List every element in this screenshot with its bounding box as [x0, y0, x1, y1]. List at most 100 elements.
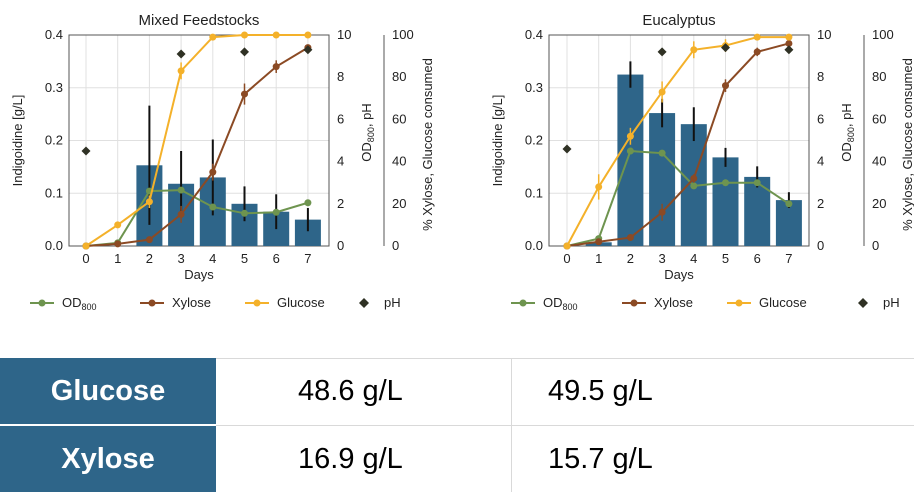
- glucose-point: [145, 198, 153, 206]
- legend-label-main: Glucose: [277, 295, 325, 310]
- od800-point: [722, 179, 729, 187]
- cell-glucose-mixed: 48.6 g/L: [298, 374, 403, 407]
- y2-axis-label: OD800, pH: [359, 103, 376, 161]
- y2-axis-label-tail: , pH: [839, 103, 854, 127]
- legend-label-main: pH: [883, 295, 900, 310]
- ph-point: [784, 45, 794, 55]
- y2-tick-label: 4: [337, 154, 344, 169]
- ph-point: [562, 144, 572, 154]
- y2-axis-label: OD800, pH: [839, 103, 856, 161]
- xylose-point: [114, 240, 122, 248]
- y2-tick-label: 10: [817, 27, 831, 42]
- y3-tick-label: 40: [392, 154, 406, 169]
- legend-marker: [253, 299, 261, 307]
- xylose-point: [209, 168, 217, 176]
- legend-label-main: Xylose: [172, 295, 211, 310]
- od800-point: [272, 208, 280, 216]
- x-tick-label: 6: [273, 251, 280, 266]
- legend-label: Xylose: [172, 295, 211, 310]
- xylose-point: [658, 208, 666, 216]
- row-header-xylose: Xylose: [0, 426, 216, 492]
- xylose-point: [753, 48, 761, 56]
- y-tick-label: 0.4: [45, 27, 63, 42]
- ph-point: [303, 45, 313, 55]
- y2-axis-label-sub: 800: [366, 127, 376, 142]
- y3-tick-label: 0: [872, 238, 879, 253]
- od800-point: [753, 179, 761, 187]
- glucose-line: [85, 34, 308, 247]
- glucose-line: [566, 36, 789, 247]
- y3-tick-label: 40: [872, 154, 886, 169]
- xylose-line: [566, 42, 790, 247]
- y2-axis-label-main: OD: [839, 142, 854, 162]
- legend-label: OD800: [543, 295, 578, 312]
- indigoidine-bar: [649, 113, 676, 246]
- y-tick-label: 0.2: [525, 133, 543, 148]
- cell-glucose-eucalyptus: 49.5 g/L: [548, 374, 653, 407]
- x-tick-label: 0: [563, 251, 570, 266]
- glucose-point: [177, 67, 185, 75]
- od800-line: [566, 150, 790, 247]
- glucose-point: [209, 33, 217, 41]
- x-tick-label: 6: [754, 251, 761, 266]
- od800-point: [690, 182, 698, 190]
- od800-point: [785, 200, 793, 208]
- y-axis-label: Indigoidine [g/L]: [10, 95, 25, 187]
- glucose-point: [785, 33, 793, 41]
- od800-point: [209, 203, 217, 211]
- xylose-point: [145, 236, 153, 244]
- legend-marker-ph: [359, 298, 369, 308]
- y3-tick-label: 60: [392, 111, 406, 126]
- od800-point: [304, 199, 312, 207]
- y3-tick-label: 80: [872, 69, 886, 84]
- x-tick-label: 4: [690, 251, 697, 266]
- ph-point: [240, 47, 249, 57]
- x-axis-label: Days: [184, 267, 214, 282]
- glucose-point: [595, 183, 603, 191]
- legend-marker-ph: [858, 298, 868, 308]
- x-tick-label: 7: [785, 251, 792, 266]
- od800-point: [658, 149, 666, 157]
- glucose-point: [563, 242, 571, 250]
- y3-tick-label: 60: [872, 111, 886, 126]
- od800-point: [241, 209, 248, 217]
- legend-marker: [148, 299, 156, 307]
- chart-panel-eucalyptus: Eucalyptus 0 1 2 3 4 5 6 7 Days 0.0 0.1 0.2 0.3 0.4 Ind…: [490, 12, 914, 282]
- legend-label: pH: [883, 295, 900, 310]
- y2-tick-label: 6: [817, 111, 824, 126]
- table-divider: [216, 425, 914, 426]
- ph-point: [176, 49, 186, 59]
- legend-mixed-feedstocks: OD800 Xylose Glucose pH: [30, 295, 401, 312]
- legend-label-main: OD: [543, 295, 563, 310]
- y2-tick-label: 10: [337, 27, 351, 42]
- y2-tick-label: 2: [817, 196, 824, 211]
- y-tick-label: 0.3: [45, 80, 63, 95]
- y2-tick-label: 8: [817, 69, 824, 84]
- y-tick-label: 0.4: [525, 27, 543, 42]
- cell-xylose-mixed: 16.9 g/L: [298, 442, 403, 475]
- glucose-point: [690, 46, 698, 54]
- x-tick-label: 2: [627, 251, 634, 266]
- chart-title: Eucalyptus: [642, 12, 715, 29]
- legend-label-sub: 800: [82, 302, 97, 312]
- y2-tick-label: 0: [817, 238, 824, 253]
- indigoidine-bar: [617, 74, 644, 246]
- x-tick-label: 5: [241, 251, 248, 266]
- legend-label-main: pH: [384, 295, 401, 310]
- glucose-point: [114, 221, 122, 229]
- xylose-point: [177, 210, 185, 218]
- legend-label: pH: [384, 295, 401, 310]
- legend-label: Glucose: [759, 295, 807, 310]
- y3-tick-label: 80: [392, 69, 406, 84]
- y2-axis-label-main: OD: [359, 142, 374, 162]
- y-tick-label: 0.0: [45, 238, 63, 253]
- xylose-point: [690, 174, 698, 182]
- x-tick-label: 0: [82, 251, 89, 266]
- xylose-point: [785, 39, 793, 47]
- table-divider: [216, 358, 914, 359]
- chart-panel-mixed-feedstocks: Mixed Feedstocks 0 1 2 3 4 5 6 7 Days 0.0 0.1 0.2 0.3…: [10, 12, 435, 282]
- y3-tick-label: 0: [392, 238, 399, 253]
- legend-marker: [630, 299, 638, 307]
- plot-frame: [548, 34, 810, 247]
- y3-axis-label: % Xylose, Glucose consumed: [900, 58, 914, 231]
